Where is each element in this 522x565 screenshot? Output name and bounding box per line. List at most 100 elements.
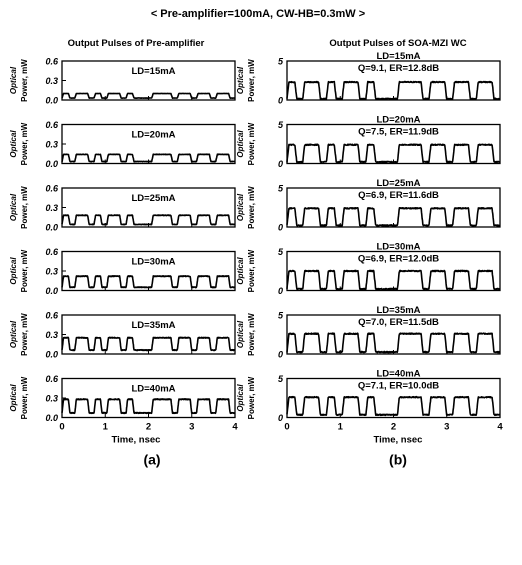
y-tick-label: 5 (278, 374, 284, 384)
y-tick-label: 0 (278, 350, 283, 360)
y-axis-label: Optical (236, 384, 245, 412)
y-axis-label: Power, mW (247, 376, 256, 419)
series-label: LD=15mA (376, 51, 420, 62)
y-tick-label: 0.6 (45, 57, 59, 67)
x-tick-label: 4 (497, 422, 503, 433)
y-axis-label: Optical (9, 130, 18, 158)
series-line (61, 398, 236, 415)
x-tick-label: 1 (338, 422, 344, 433)
y-axis-label: Optical (9, 66, 18, 94)
y-axis-label: Optical (236, 193, 245, 221)
x-tick-label: 2 (391, 422, 396, 433)
series-label: LD=30mA (376, 242, 420, 253)
y-tick-label: 0.0 (45, 286, 58, 296)
panel: 0.0 0.3 0.6 Optical Power, mW LD=15mA (9, 57, 236, 106)
series-line (61, 336, 236, 352)
panel-caption: (a) (143, 452, 160, 468)
series-line (286, 269, 501, 291)
y-tick-label: 0.6 (45, 311, 59, 321)
y-axis-label: Optical (9, 384, 18, 412)
y-axis-label: Optical (236, 257, 245, 285)
y-axis-label: Power, mW (247, 59, 256, 102)
series-label: LD=20mA (131, 130, 175, 141)
y-tick-label: 0.3 (45, 140, 58, 150)
y-axis-label: Power, mW (20, 186, 29, 229)
y-axis-label: Optical (236, 130, 245, 158)
series-label: LD=30mA (131, 257, 175, 268)
series-annotation: Q=7.0, ER=11.5dB (358, 317, 439, 328)
series-annotation: Q=7.1, ER=10.0dB (358, 381, 439, 392)
y-tick-label: 0.0 (45, 350, 58, 360)
series-line (286, 332, 501, 354)
y-axis-label: Optical (9, 320, 18, 348)
column-title: Output Pulses of Pre-amplifier (68, 38, 205, 49)
series-label: LD=40mA (131, 384, 175, 395)
y-tick-label: 5 (278, 120, 284, 130)
series-line (61, 92, 236, 99)
panel: 0.0 0.3 0.6 Optical Power, mW LD=30mA (9, 247, 236, 296)
y-tick-label: 5 (278, 247, 284, 257)
y-tick-label: 0.0 (45, 96, 58, 106)
series-annotation: Q=7.5, ER=11.9dB (358, 127, 439, 138)
y-axis-label: Power, mW (20, 313, 29, 356)
y-axis-label: Optical (9, 193, 18, 221)
y-tick-label: 5 (278, 57, 284, 67)
series-line (286, 207, 501, 227)
y-axis-label: Power, mW (247, 122, 256, 165)
y-tick-label: 0.3 (45, 330, 58, 340)
y-axis-label: Power, mW (20, 122, 29, 165)
series-annotation: Q=9.1, ER=12.8dB (358, 63, 439, 74)
plot-grid: Output Pulses of Pre-amplifier 0.0 0.3 0.6 O… (9, 38, 503, 468)
x-tick-label: 3 (444, 422, 449, 433)
y-tick-label: 5 (278, 184, 284, 194)
y-tick-label: 0.0 (45, 413, 58, 423)
y-tick-label: 0.3 (45, 267, 58, 277)
series-annotation: Q=6.9, ER=11.6dB (358, 190, 439, 201)
series-label: LD=35mA (131, 320, 175, 331)
chart-column-a: Output Pulses of Pre-amplifier 0.0 0.3 0.6 O… (9, 38, 238, 468)
series-line (286, 143, 501, 164)
series-label: LD=25mA (376, 178, 420, 189)
y-axis-label: Power, mW (247, 313, 256, 356)
series-label: LD=35mA (376, 305, 420, 316)
y-tick-label: 0.3 (45, 394, 58, 404)
y-tick-label: 0.6 (45, 184, 59, 194)
panel-caption: (b) (389, 452, 407, 468)
panel: 0.0 0.3 0.6 Optical Power, mW LD=20mA (9, 120, 236, 169)
series-label: LD=15mA (131, 66, 175, 77)
y-tick-label: 0 (278, 159, 283, 169)
x-tick-label: 0 (59, 422, 64, 433)
y-tick-label: 0.6 (45, 374, 59, 384)
y-axis-label: Optical (9, 257, 18, 285)
y-tick-label: 0.0 (45, 159, 58, 169)
series-line (286, 80, 501, 101)
y-tick-label: 5 (278, 311, 284, 321)
x-tick-label: 2 (146, 422, 151, 433)
y-axis-label: Power, mW (20, 249, 29, 292)
y-tick-label: 0.0 (45, 223, 58, 233)
column-title: Output Pulses of SOA-MZI WC (329, 38, 466, 49)
panel: 0.0 0.3 0.6 0 1 2 3 4 Optical Power, mW LD=40mA (9, 374, 238, 433)
y-tick-label: 0.3 (45, 203, 58, 213)
y-tick-label: 0 (278, 413, 283, 423)
y-axis-label: Optical (236, 320, 245, 348)
y-axis-label: Power, mW (247, 249, 256, 292)
x-tick-label: 3 (189, 422, 194, 433)
y-axis-label: Power, mW (20, 59, 29, 102)
series-line (286, 395, 501, 417)
panel: 0.0 0.3 0.6 Optical Power, mW LD=25mA (9, 184, 236, 233)
y-tick-label: 0 (278, 223, 283, 233)
x-tick-label: 0 (284, 422, 289, 433)
y-tick-label: 0.6 (45, 120, 59, 130)
y-tick-label: 0.3 (45, 76, 58, 86)
y-tick-label: 0 (278, 96, 283, 106)
series-label: LD=40mA (376, 369, 420, 380)
y-axis-label: Power, mW (20, 376, 29, 419)
